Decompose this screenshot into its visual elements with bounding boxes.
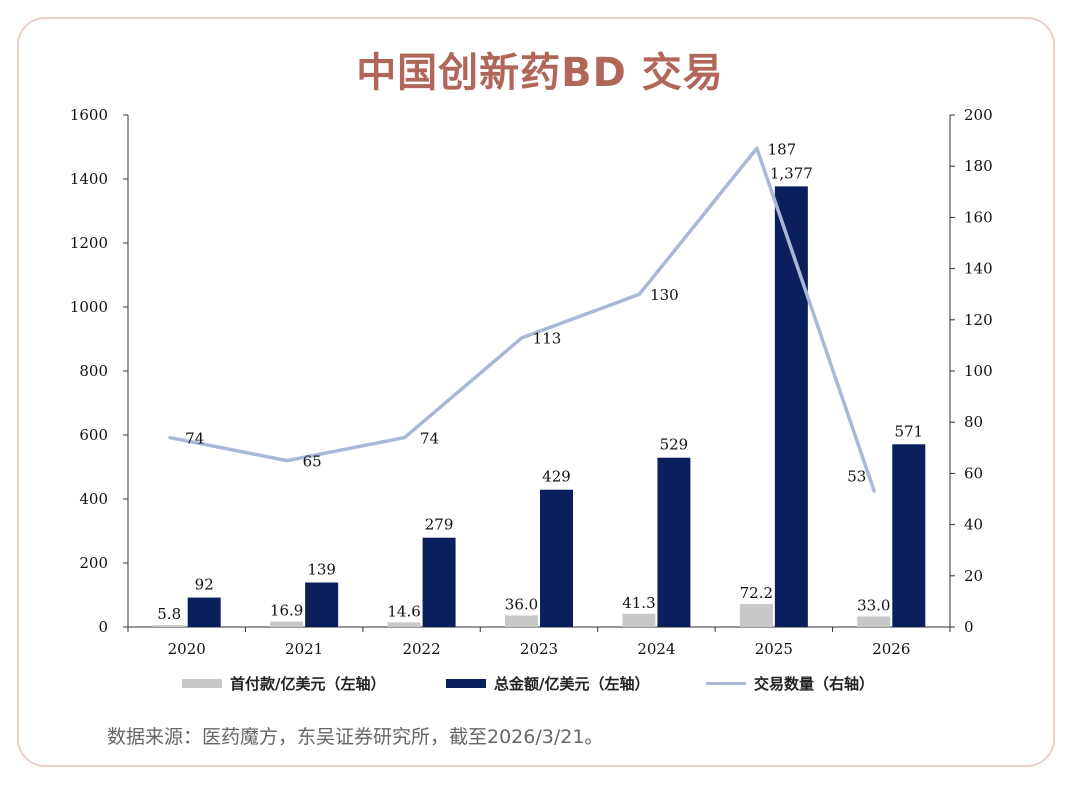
left-tick-label: 0 — [98, 618, 108, 636]
line-point-count — [755, 146, 759, 150]
bar-upfront — [152, 625, 186, 627]
x-tick-label: 2026 — [872, 640, 910, 658]
bar-upfront — [387, 622, 421, 627]
line-point-count — [520, 336, 524, 340]
left-tick-label: 1000 — [70, 298, 108, 316]
right-tick-label: 60 — [964, 464, 983, 482]
bar-total — [187, 597, 221, 627]
chart-legend: 首付款/亿美元（左轴） 总金额/亿美元（左轴） 交易数量（右轴） — [0, 673, 1080, 695]
data-label-total: 529 — [660, 436, 689, 454]
x-tick-label: 2020 — [168, 640, 206, 658]
left-tick-label: 1400 — [70, 170, 108, 188]
data-label-total: 1,377 — [770, 164, 813, 182]
data-label-count: 187 — [768, 140, 797, 158]
right-tick-label: 100 — [964, 362, 993, 380]
right-tick-label: 20 — [964, 567, 983, 585]
legend-item-total: 总金额/亿美元（左轴） — [446, 673, 649, 694]
left-tick-label: 1600 — [70, 106, 108, 124]
legend-swatch-total — [446, 679, 486, 688]
data-label-upfront: 72.2 — [740, 584, 773, 602]
chart-title: 中国创新药BD 交易 — [356, 50, 724, 96]
legend-label-total: 总金额/亿美元（左轴） — [494, 675, 650, 693]
data-label-count: 53 — [847, 467, 866, 485]
bar-total — [774, 186, 808, 628]
legend-swatch-count — [706, 682, 746, 685]
legend-item-count: 交易数量（右轴） — [706, 673, 874, 694]
data-label-total: 139 — [307, 561, 336, 579]
right-tick-label: 40 — [964, 516, 983, 534]
data-label-total: 279 — [425, 516, 454, 534]
left-tick-label: 600 — [79, 426, 108, 444]
data-label-upfront: 14.6 — [387, 602, 420, 620]
left-tick-label: 200 — [79, 554, 108, 572]
right-tick-label: 180 — [964, 157, 993, 175]
bar-upfront — [857, 616, 891, 627]
right-tick-label: 200 — [964, 106, 993, 124]
x-tick-label: 2022 — [402, 640, 440, 658]
line-point-count — [872, 489, 876, 493]
data-label-count: 113 — [533, 330, 562, 348]
line-point-count — [168, 436, 172, 440]
chart-card — [17, 17, 1055, 767]
data-label-count: 130 — [650, 286, 679, 304]
right-tick-label: 120 — [964, 311, 993, 329]
data-label-count: 65 — [303, 453, 322, 471]
data-label-upfront: 36.0 — [505, 595, 538, 613]
line-count — [169, 146, 876, 492]
x-tick-label: 2021 — [285, 640, 323, 658]
legend-label-count: 交易数量（右轴） — [754, 675, 875, 693]
x-tick-label: 2024 — [637, 640, 675, 658]
data-label-upfront: 33.0 — [857, 596, 890, 614]
bar-total — [540, 489, 573, 627]
legend-item-upfront: 首付款/亿美元（左轴） — [182, 673, 385, 694]
legend-label-upfront: 首付款/亿美元（左轴） — [230, 675, 386, 693]
data-label-count: 74 — [185, 430, 204, 448]
right-tick-label: 140 — [964, 260, 993, 278]
bar-upfront — [622, 613, 656, 627]
data-label-upfront: 16.9 — [270, 602, 303, 620]
data-label-count: 74 — [420, 430, 439, 448]
data-label-upfront: 41.3 — [622, 594, 655, 612]
left-tick-label: 1200 — [70, 234, 108, 252]
data-label-total: 571 — [894, 422, 923, 440]
bar-upfront — [739, 603, 773, 627]
bar-total — [305, 582, 339, 627]
line-point-count — [285, 459, 289, 463]
line-point-count — [403, 436, 407, 440]
source-note: 数据来源：医药魔方，东吴证券研究所，截至2026/3/21。 — [107, 726, 604, 748]
bar-total — [892, 444, 926, 627]
right-tick-label: 160 — [964, 208, 993, 226]
bar-total — [657, 457, 691, 627]
legend-swatch-upfront — [182, 679, 222, 688]
x-tick-label: 2025 — [755, 640, 793, 658]
x-tick-label: 2023 — [520, 640, 558, 658]
right-tick-label: 0 — [964, 618, 974, 636]
data-label-total: 92 — [195, 576, 214, 594]
data-label-total: 429 — [542, 468, 571, 486]
right-tick-label: 80 — [964, 413, 983, 431]
left-tick-label: 400 — [79, 490, 108, 508]
bar-upfront — [505, 615, 538, 627]
bar-upfront — [270, 621, 304, 627]
line-point-count — [637, 292, 641, 296]
data-label-upfront: 5.8 — [157, 605, 181, 623]
bar-total — [422, 537, 456, 627]
left-tick-label: 800 — [79, 362, 108, 380]
